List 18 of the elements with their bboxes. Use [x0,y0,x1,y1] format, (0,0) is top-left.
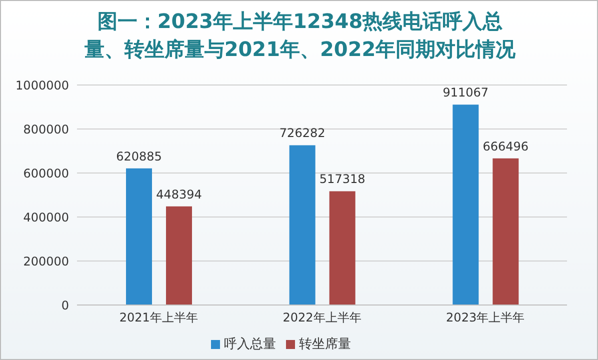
data-label: 726282 [279,126,326,140]
data-label: 620885 [116,149,162,164]
data-label: 911067 [442,86,489,100]
data-label: 448394 [156,187,202,202]
x-tick-label: 2023年上半年 [446,310,525,325]
y-tick-label: 1000000 [16,78,69,92]
data-label: 666496 [482,139,529,154]
x-tick-label: 2022年上半年 [282,310,362,325]
y-tick-label: 400000 [23,210,69,224]
y-tick-label: 200000 [23,254,69,268]
y-tick-label: 800000 [23,122,69,136]
y-tick-label: 600000 [23,166,69,180]
legend-label: 呼入总量 [224,337,276,352]
chart-title: 图一：2023年上半年12348热线电话呼入总量、转坐席量与2021年、2022年同期对比情况 [83,8,517,63]
x-tick-label: 2021年上半年 [119,310,198,325]
y-tick-label: 0 [61,298,69,312]
data-label: 517318 [319,172,366,186]
legend-label: 转坐席量 [299,337,351,352]
